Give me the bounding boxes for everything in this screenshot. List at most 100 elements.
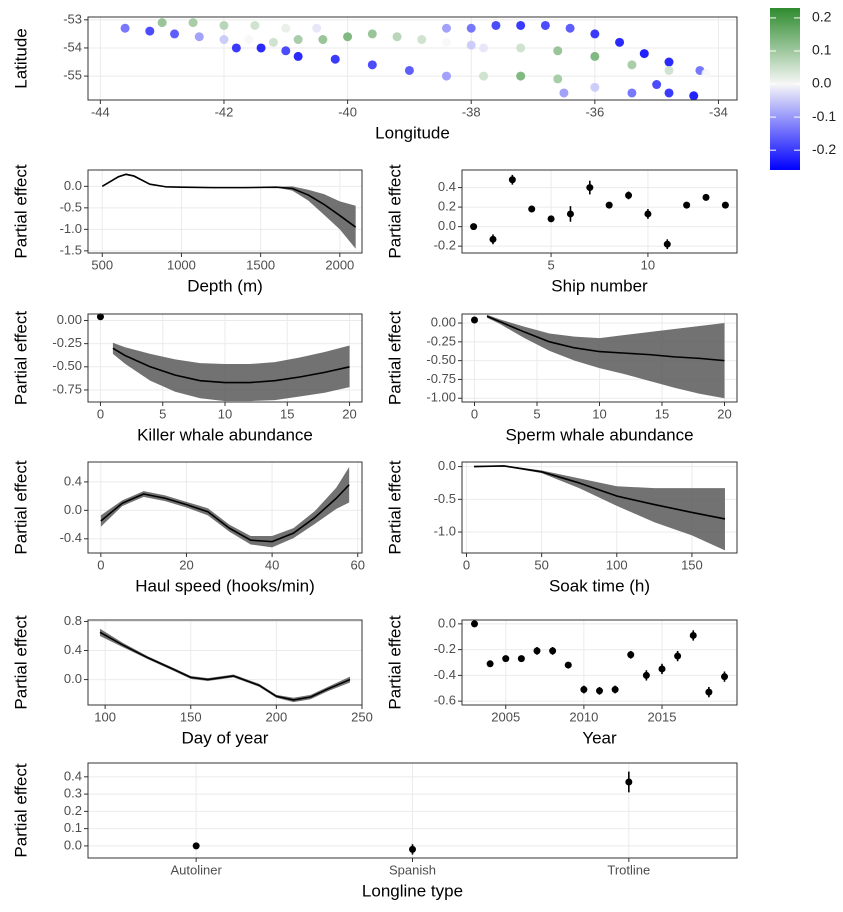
x-tick-label: 2010	[569, 709, 598, 724]
effect-point	[96, 313, 104, 321]
y-tick-label: -1.00	[426, 390, 456, 405]
effect-point	[549, 647, 557, 655]
x-axis-title: Depth (m)	[187, 276, 263, 295]
effect-point	[663, 240, 671, 248]
y-tick-label: -54	[63, 39, 82, 54]
track-point	[466, 23, 476, 33]
x-tick-label: 15	[655, 406, 669, 421]
track-point	[404, 65, 414, 75]
panel-border	[461, 619, 738, 706]
effect-point	[644, 210, 652, 218]
x-tick-label: 1500	[246, 257, 275, 272]
panel-background	[88, 620, 362, 705]
effect-point	[625, 778, 633, 786]
y-tick-label: 0.0	[438, 458, 456, 473]
y-tick-label: -0.2	[434, 641, 456, 656]
y-tick-label: 0.0	[64, 502, 82, 517]
x-axis-title: Sperm whale abundance	[505, 425, 693, 444]
panel-border	[461, 313, 738, 403]
x-tick-label: 2000	[325, 257, 354, 272]
x-tick-label: -44	[91, 104, 110, 119]
effect-line	[101, 173, 357, 228]
x-tick-label: 2005	[491, 709, 520, 724]
confidence-band	[112, 342, 350, 402]
track-point	[627, 60, 637, 70]
y-tick-label: -0.5	[60, 199, 82, 214]
x-tick-label: 50	[534, 557, 548, 572]
x-tick-label: 0	[463, 557, 470, 572]
panel-border	[87, 619, 363, 706]
x-axis-title: Longline type	[362, 881, 463, 900]
track-point	[293, 51, 303, 61]
x-tick-label: 150	[180, 709, 202, 724]
colorbar-label: 0.0	[812, 75, 832, 91]
track-point	[627, 88, 637, 98]
effect-point	[533, 647, 541, 655]
panel-background	[88, 462, 362, 553]
y-tick-label: -55	[63, 68, 82, 83]
y-tick-label: -1.0	[60, 221, 82, 236]
panel-border	[87, 461, 363, 554]
panel-border	[461, 169, 738, 254]
track-point	[553, 46, 563, 56]
track-point	[441, 71, 451, 81]
track-point	[590, 82, 600, 92]
track-point	[318, 35, 328, 45]
track-point	[281, 23, 291, 33]
track-point	[330, 54, 340, 64]
y-tick-label: -0.6	[434, 693, 456, 708]
y-tick-label: -1.5	[60, 242, 82, 257]
effect-point	[586, 184, 594, 192]
x-tick-label: -34	[709, 104, 728, 119]
track-point	[268, 37, 278, 47]
x-tick-label: 20	[342, 406, 356, 421]
track-point	[664, 65, 674, 75]
track-point	[664, 57, 674, 67]
track-point	[219, 35, 229, 45]
y-tick-label: -0.75	[52, 381, 82, 396]
track-point	[157, 18, 167, 28]
panel-border	[461, 461, 738, 554]
colorbar-label: -0.2	[812, 141, 836, 157]
effect-line	[486, 315, 725, 362]
track-point	[281, 46, 291, 56]
effect-point	[596, 687, 603, 695]
effect-point	[721, 201, 729, 209]
y-tick-label: 0.4	[64, 642, 82, 657]
y-tick-label: 0.8	[64, 613, 82, 628]
x-tick-label: 500	[91, 257, 113, 272]
x-tick-label: -38	[462, 104, 481, 119]
effect-point	[689, 631, 697, 639]
effect-point	[627, 651, 635, 659]
y-axis-title: Partial effect	[385, 460, 404, 554]
y-axis-title: Latitude	[11, 28, 30, 89]
y-tick-label: 0.1	[64, 820, 82, 835]
track-point	[343, 32, 353, 42]
y-tick-label: 0.4	[64, 473, 82, 488]
track-point	[367, 29, 377, 39]
track-point	[194, 32, 204, 42]
track-point	[120, 23, 130, 33]
x-tick-label: 5	[159, 406, 166, 421]
effect-line	[100, 484, 350, 543]
y-tick-label: -0.75	[426, 371, 456, 386]
track-point	[441, 37, 451, 47]
x-tick-label: Spanish	[389, 862, 436, 877]
x-axis-title: Soak time (h)	[549, 576, 650, 595]
track-point	[219, 20, 229, 30]
y-tick-label: -0.50	[52, 358, 82, 373]
track-point	[250, 20, 260, 30]
y-axis-title: Partial effect	[385, 615, 404, 709]
effect-point	[625, 191, 633, 199]
x-axis-title: Year	[582, 728, 617, 747]
effect-point	[517, 655, 525, 663]
y-tick-label: 0.0	[438, 218, 456, 233]
x-tick-label: -36	[585, 104, 604, 119]
effect-line	[112, 347, 350, 384]
y-tick-label: -0.2	[434, 238, 456, 253]
effect-point	[683, 201, 691, 209]
x-tick-label: 0	[471, 406, 478, 421]
track-point	[231, 43, 241, 53]
track-point	[689, 91, 699, 101]
